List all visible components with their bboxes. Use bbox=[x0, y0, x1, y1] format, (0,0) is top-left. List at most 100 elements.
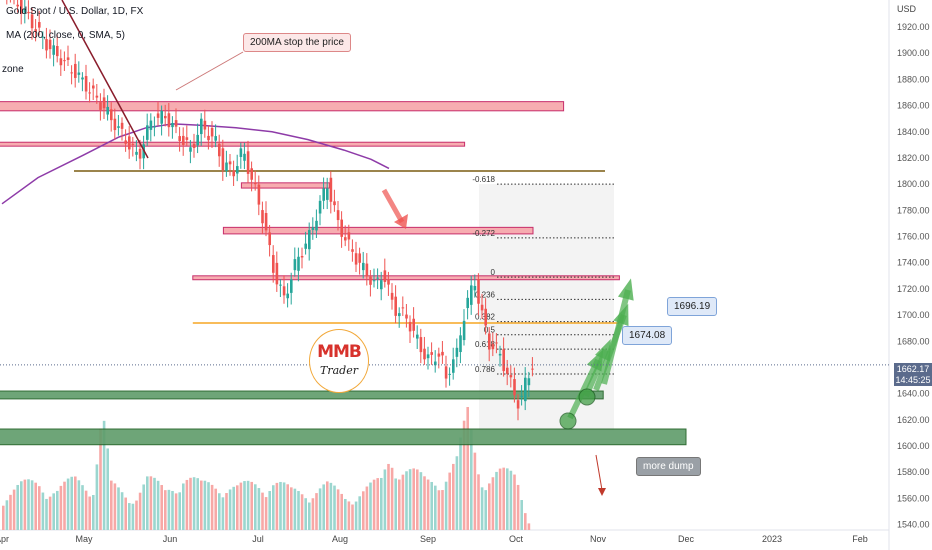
volume-bar bbox=[329, 482, 333, 530]
x-tick-label: Dec bbox=[678, 534, 695, 544]
volume-bar bbox=[408, 469, 412, 530]
candle-body bbox=[34, 29, 37, 32]
y-tick-label: 1580.00 bbox=[897, 467, 930, 477]
volume-bar bbox=[110, 480, 113, 530]
symbol-legend[interactable]: Gold Spot / U.S. Dollar, 1D, FX bbox=[6, 6, 144, 17]
candle-body bbox=[387, 279, 390, 285]
candle-body bbox=[92, 85, 95, 89]
volume-bar bbox=[20, 481, 23, 530]
countdown-tag: 14:45:25 bbox=[894, 374, 932, 386]
x-tick-label: Nov bbox=[590, 534, 607, 544]
candle-body bbox=[20, 0, 23, 14]
resistance-zone bbox=[0, 101, 565, 112]
y-tick-label: 1640.00 bbox=[897, 389, 930, 399]
candle-body bbox=[495, 342, 498, 344]
volume-bar bbox=[344, 498, 347, 530]
candle-body bbox=[516, 400, 520, 409]
volume-bar bbox=[203, 480, 207, 530]
volume-bar bbox=[138, 492, 142, 530]
candle-body bbox=[488, 333, 491, 350]
candle-body bbox=[376, 277, 379, 279]
volume-bar bbox=[426, 479, 430, 530]
candle-body bbox=[401, 307, 405, 309]
volume-bar bbox=[214, 488, 217, 530]
volume-bar bbox=[455, 456, 459, 530]
volume-bar bbox=[264, 497, 268, 530]
trend-line bbox=[61, 0, 149, 159]
x-tick-label: May bbox=[75, 534, 93, 544]
candle-body bbox=[160, 110, 163, 124]
candle-body bbox=[430, 352, 433, 355]
volume-bar bbox=[437, 490, 441, 530]
volume-bar bbox=[63, 481, 66, 530]
callout-pointer bbox=[175, 51, 244, 91]
volume-bar bbox=[484, 490, 487, 530]
candle-body bbox=[354, 253, 358, 265]
volume-bar bbox=[516, 484, 520, 530]
more-dump-callout[interactable]: more dump bbox=[636, 457, 701, 476]
volume-bar bbox=[272, 485, 275, 530]
volume-bar bbox=[228, 489, 232, 530]
volume-bar bbox=[124, 497, 127, 530]
volume-bar bbox=[401, 474, 405, 530]
ma-legend[interactable]: MA (200, close, 0, SMA, 5) bbox=[6, 30, 125, 41]
candle-body bbox=[200, 118, 203, 135]
candle-body bbox=[225, 162, 228, 172]
volume-bar bbox=[254, 484, 257, 530]
candle-body bbox=[398, 313, 401, 317]
candle-body bbox=[254, 182, 257, 185]
ma-stop-callout[interactable]: 200MA stop the price bbox=[243, 33, 351, 52]
candle-body bbox=[95, 95, 99, 98]
volume-bar bbox=[444, 481, 448, 530]
candle-body bbox=[308, 230, 311, 250]
candle-body bbox=[470, 285, 473, 305]
candle-body bbox=[455, 347, 459, 357]
candle-body bbox=[153, 126, 156, 128]
volume-bar bbox=[95, 464, 99, 530]
volume-bar bbox=[250, 481, 253, 530]
volume-bar bbox=[99, 428, 102, 530]
volume-bar bbox=[423, 476, 426, 530]
volume-bar bbox=[27, 479, 30, 530]
candle-body bbox=[275, 262, 279, 285]
down-arrow-head bbox=[394, 214, 408, 229]
volume-bar bbox=[113, 483, 117, 530]
candle-body bbox=[336, 210, 340, 221]
candle-body bbox=[131, 143, 135, 145]
volume-bar bbox=[52, 493, 55, 530]
x-tick-label: Feb bbox=[852, 534, 868, 544]
volume-bar bbox=[498, 468, 502, 530]
volume-bar bbox=[412, 468, 415, 530]
candle-body bbox=[102, 97, 106, 109]
candle-body bbox=[52, 45, 55, 55]
volume-bar bbox=[171, 490, 174, 530]
volume-bar bbox=[59, 485, 63, 530]
candle-body bbox=[480, 304, 484, 311]
candle-body bbox=[120, 122, 124, 129]
candle-body bbox=[23, 8, 27, 13]
volume-bar bbox=[88, 496, 91, 530]
volume-bar bbox=[394, 478, 397, 530]
volume-bar bbox=[318, 488, 322, 530]
volume-bar bbox=[459, 437, 462, 530]
volume-bar bbox=[466, 407, 469, 530]
dump-pointer bbox=[595, 454, 603, 491]
y-tick-label: 1680.00 bbox=[897, 336, 930, 346]
candle-body bbox=[448, 373, 451, 375]
forecast-arrow bbox=[567, 358, 601, 420]
volume-bar bbox=[81, 485, 84, 530]
candle-body bbox=[48, 39, 52, 50]
target-1674-label[interactable]: 1674.08 bbox=[622, 326, 673, 345]
target-1696-label[interactable]: 1696.19 bbox=[667, 297, 718, 316]
candle-body bbox=[185, 137, 189, 140]
volume-bar bbox=[275, 482, 279, 530]
resistance-zone bbox=[222, 226, 534, 235]
y-tick-label: 1720.00 bbox=[897, 284, 930, 294]
volume-bar bbox=[5, 500, 9, 530]
volume-bar bbox=[243, 481, 246, 530]
x-tick-label: Sep bbox=[420, 534, 436, 544]
resistance-zone bbox=[0, 141, 466, 147]
volume-bar bbox=[488, 483, 491, 530]
volume-bar bbox=[495, 471, 498, 530]
